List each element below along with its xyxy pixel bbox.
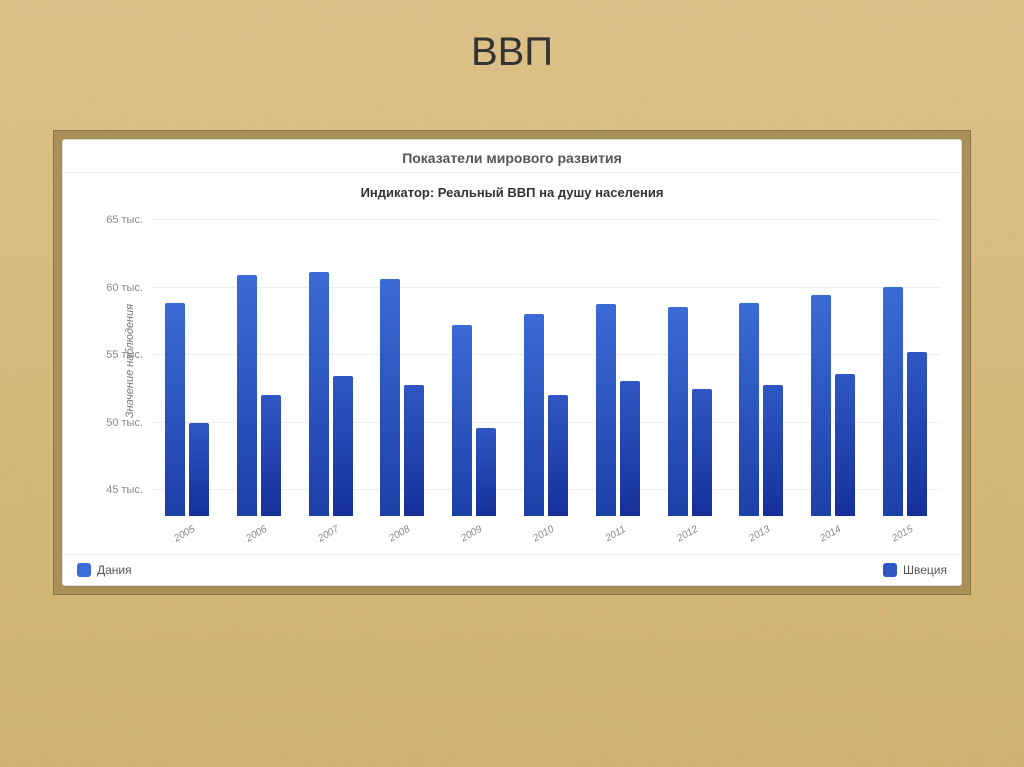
bar: [668, 307, 688, 516]
bar: [907, 352, 927, 516]
year-group: [726, 206, 798, 516]
chart-frame: Показатели мирового развития Индикатор: …: [53, 130, 971, 595]
bar: [692, 389, 712, 516]
bar: [189, 423, 209, 516]
legend-item-sweden: Швеция: [883, 563, 947, 577]
bar: [524, 314, 544, 516]
ytick-label: 45 тыс.: [106, 484, 151, 496]
year-group: [366, 206, 438, 516]
bar: [333, 376, 353, 516]
year-group: [869, 206, 941, 516]
x-axis-labels: 2005200620072008200920102011201220132014…: [151, 522, 941, 554]
chart-subtitle: Индикатор: Реальный ВВП на душу населени…: [63, 173, 961, 206]
bar: [452, 325, 472, 516]
legend-label: Швеция: [903, 563, 947, 577]
bar: [739, 303, 759, 516]
chart-card: Показатели мирового развития Индикатор: …: [62, 139, 962, 586]
ytick-label: 60 тыс.: [106, 282, 151, 294]
year-group: [654, 206, 726, 516]
chart-header: Показатели мирового развития: [63, 140, 961, 173]
ytick-label: 50 тыс.: [106, 417, 151, 429]
bar: [165, 303, 185, 516]
bar: [261, 395, 281, 516]
bar: [620, 381, 640, 516]
bar: [548, 395, 568, 516]
year-group: [438, 206, 510, 516]
year-group: [223, 206, 295, 516]
ytick-label: 65 тыс.: [106, 214, 151, 226]
year-group: [797, 206, 869, 516]
year-group: [510, 206, 582, 516]
year-group: [295, 206, 367, 516]
bar: [811, 295, 831, 516]
bar: [763, 385, 783, 516]
year-group: [582, 206, 654, 516]
bar: [380, 279, 400, 516]
bars-container: [151, 206, 941, 516]
legend-swatch-icon: [77, 563, 91, 577]
bar: [309, 272, 329, 516]
year-group: [151, 206, 223, 516]
slide-background: ВВП Показатели мирового развития Индикат…: [0, 0, 1024, 767]
ytick-label: 55 тыс.: [106, 349, 151, 361]
bar: [476, 428, 496, 516]
bar: [596, 304, 616, 516]
bar: [835, 374, 855, 516]
bar: [404, 385, 424, 516]
bar: [237, 275, 257, 516]
slide-title: ВВП: [471, 30, 553, 75]
bar: [883, 287, 903, 516]
legend-item-denmark: Дания: [77, 563, 132, 577]
plot-area: Значение наблюдения 45 тыс.50 тыс.55 тыс…: [151, 206, 941, 516]
legend-label: Дания: [97, 563, 132, 577]
